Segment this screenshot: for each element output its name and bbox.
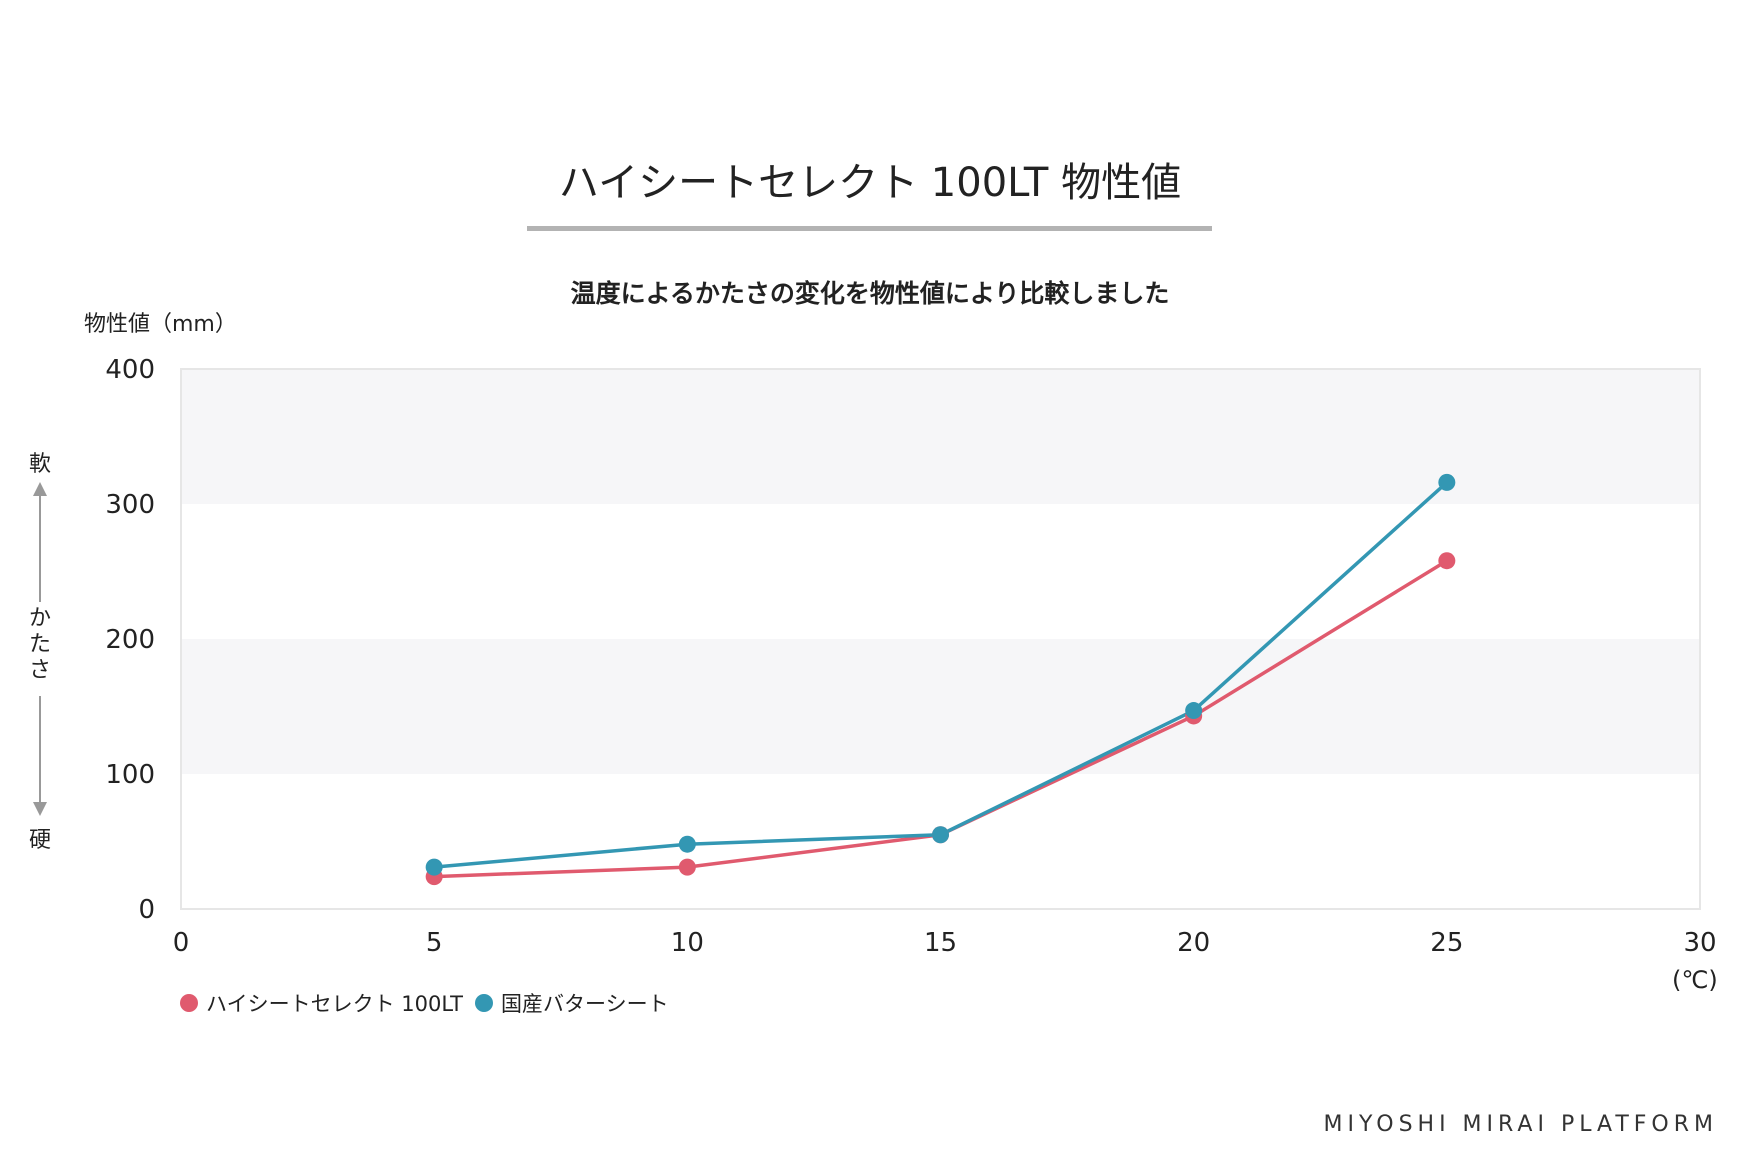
data-point-series-2: [678, 835, 696, 853]
data-point-series-1: [1438, 552, 1456, 570]
y-tick-label: 400: [105, 355, 155, 385]
chart-subtitle: 温度によるかたさの変化を物性値により比較しました: [570, 279, 1170, 308]
legend: ハイシートセレクト 100LT 国産バターシート: [180, 988, 669, 1018]
plot-frame: [180, 368, 1701, 910]
x-tick-label: 20: [1177, 928, 1210, 958]
y-tick-label: 300: [105, 490, 155, 520]
side-label-hard: 硬: [28, 828, 51, 853]
title-underline: [527, 226, 1212, 231]
y-tick-label: 0: [138, 895, 155, 925]
y-tick-label: 200: [105, 625, 155, 655]
arrow-down-icon: [33, 802, 47, 816]
side-label-hardness: かたさ: [28, 606, 51, 683]
side-label-soft: 軟: [28, 452, 51, 477]
grid-band: [181, 369, 1700, 504]
y-tick-label: 100: [105, 760, 155, 790]
legend-dot-icon: [474, 994, 493, 1012]
legend-dot-icon: [180, 994, 198, 1012]
brand-footer: MIYOSHI MIRAI PLATFORM: [1323, 1112, 1718, 1137]
x-tick-label: 10: [671, 928, 704, 958]
x-tick-label: 30: [1683, 928, 1716, 958]
legend-label: ハイシートセレクト 100LT: [206, 992, 463, 1016]
x-tick-label: 15: [924, 928, 957, 958]
x-axis-unit: (℃): [1672, 966, 1718, 994]
x-tick-label: 25: [1430, 928, 1463, 958]
x-tick-label: 0: [173, 928, 190, 958]
data-point-series-2: [932, 826, 949, 844]
x-tick-label: 5: [426, 928, 443, 958]
data-point-series-2: [1185, 702, 1203, 720]
data-point-series-1: [678, 858, 696, 876]
data-point-series-2: [1438, 473, 1456, 491]
legend-label: 国産バターシート: [500, 992, 669, 1016]
legend-item-series-1: ハイシートセレクト 100LT: [180, 988, 463, 1018]
y-axis-label: 物性値（mm）: [84, 312, 237, 337]
data-point-series-2: [425, 858, 443, 876]
grid-band: [181, 639, 1700, 774]
chart-title: ハイシートセレクト 100LT 物性値: [558, 160, 1182, 206]
hardness-arrows: [33, 482, 47, 816]
arrow-up-icon: [33, 482, 47, 496]
legend-item-series-2: 国産バターシート: [474, 988, 669, 1018]
